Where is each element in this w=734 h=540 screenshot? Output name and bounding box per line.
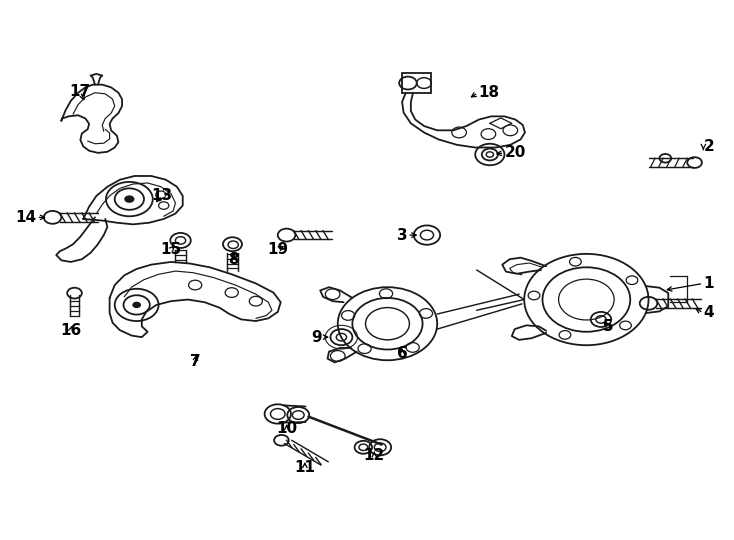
Text: 6: 6 (396, 346, 407, 361)
Text: 2: 2 (703, 139, 714, 154)
Circle shape (124, 195, 134, 203)
Text: 12: 12 (363, 448, 385, 463)
Text: 18: 18 (478, 85, 499, 100)
Text: 19: 19 (267, 242, 288, 257)
Text: 9: 9 (311, 329, 321, 345)
Text: 13: 13 (152, 188, 172, 204)
Text: 11: 11 (294, 460, 316, 475)
Text: 4: 4 (703, 306, 714, 320)
Text: 15: 15 (161, 242, 181, 257)
Text: 3: 3 (396, 227, 407, 242)
Circle shape (132, 302, 141, 308)
Text: 14: 14 (15, 210, 37, 225)
Text: 16: 16 (60, 323, 81, 338)
Text: 5: 5 (603, 319, 614, 334)
Text: 1: 1 (703, 276, 714, 291)
Text: 17: 17 (70, 84, 91, 99)
Text: 7: 7 (190, 354, 200, 369)
Text: 10: 10 (276, 421, 297, 436)
Text: 20: 20 (504, 145, 526, 160)
Bar (402, 73, 432, 93)
Text: 8: 8 (228, 252, 239, 267)
